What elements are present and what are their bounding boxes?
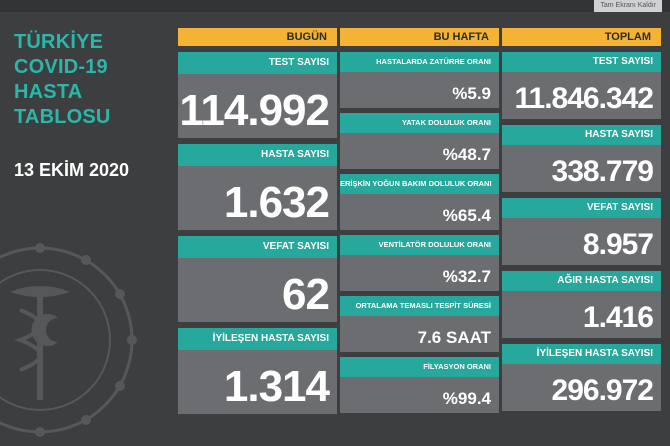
card-label: HASTA SAYISI <box>502 125 661 145</box>
card-value: 7.6 SAAT <box>417 328 491 347</box>
card-label: HASTALARDA ZATÜRRE ORANI <box>340 52 499 72</box>
header-week: BU HAFTA <box>340 28 499 46</box>
card-value: 1.314 <box>223 362 330 411</box>
total-case-card: HASTA SAYISI 338.779 <box>502 125 661 192</box>
card-value: %99.4 <box>442 389 491 408</box>
card-value: 114.992 <box>179 86 330 135</box>
report-date: 13 EKİM 2020 <box>14 160 130 180</box>
today-case-card: HASTA SAYISI 1.632 <box>178 144 337 230</box>
week-icu-occupancy-card: ERİŞKİN YOĞUN BAKIM DOLULUK ORANI %65.4 <box>340 174 499 230</box>
card-label: YATAK DOLULUK ORANI <box>340 113 499 133</box>
card-label: İYİLEŞEN HASTA SAYISI <box>178 328 337 350</box>
card-value: %65.4 <box>442 206 491 225</box>
header-total: TOPLAM <box>502 28 661 46</box>
week-contact-time-card: ORTALAMA TEMASLI TESPİT SÜRESİ 7.6 SAAT <box>340 296 499 352</box>
card-label: TEST SAYISI <box>178 52 337 74</box>
card-label: ERİŞKİN YOĞUN BAKIM DOLULUK ORANI <box>340 174 499 194</box>
title-line-2: COVID-19 <box>14 56 108 78</box>
card-label: VEFAT SAYISI <box>178 236 337 258</box>
card-value: 8.957 <box>582 228 654 261</box>
week-filiation-card: FİLYASYON ORANI %99.4 <box>340 357 499 413</box>
card-value: 338.779 <box>551 155 654 188</box>
today-test-card: TEST SAYISI 114.992 <box>178 52 337 138</box>
today-recovered-card: İYİLEŞEN HASTA SAYISI 1.314 <box>178 328 337 414</box>
card-label: VEFAT SAYISI <box>502 198 661 218</box>
card-label: ORTALAMA TEMASLI TESPİT SÜRESİ <box>340 296 499 316</box>
card-label: İYİLEŞEN HASTA SAYISI <box>502 344 661 364</box>
card-value: 62 <box>282 270 330 319</box>
card-label: VENTİLATÖR DOLULUK ORANI <box>340 235 499 255</box>
card-label: AĞIR HASTA SAYISI <box>502 271 661 291</box>
top-bar: Tam Ekranı Kaldır <box>0 0 670 12</box>
title-line-4: TABLOSU <box>14 106 111 128</box>
card-label: TEST SAYISI <box>502 52 661 72</box>
card-value: %32.7 <box>442 267 491 286</box>
total-test-card: TEST SAYISI 11.846.342 <box>502 52 661 119</box>
today-death-card: VEFAT SAYISI 62 <box>178 236 337 322</box>
total-severe-card: AĞIR HASTA SAYISI 1.416 <box>502 271 661 338</box>
fullscreen-toggle-link[interactable]: Tam Ekranı Kaldır <box>594 0 662 12</box>
card-label: FİLYASYON ORANI <box>340 357 499 377</box>
total-death-card: VEFAT SAYISI 8.957 <box>502 198 661 265</box>
title-line-3: HASTA <box>14 81 83 103</box>
header-today: BUGÜN <box>178 28 337 46</box>
card-value: 296.972 <box>551 374 654 407</box>
week-ventilator-card: VENTİLATÖR DOLULUK ORANI %32.7 <box>340 235 499 291</box>
week-pneumonia-card: HASTALARDA ZATÜRRE ORANI %5.9 <box>340 52 499 108</box>
card-value: %48.7 <box>442 145 491 164</box>
card-value: 1.632 <box>223 178 330 227</box>
week-bed-occupancy-card: YATAK DOLULUK ORANI %48.7 <box>340 113 499 169</box>
card-value: %5.9 <box>452 84 491 103</box>
total-recovered-card: İYİLEŞEN HASTA SAYISI 296.972 <box>502 344 661 411</box>
card-value: 1.416 <box>582 301 654 334</box>
card-label: HASTA SAYISI <box>178 144 337 166</box>
ministry-emblem-icon <box>0 243 137 437</box>
title-line-1: TÜRKİYE <box>14 31 104 53</box>
card-value: 11.846.342 <box>514 82 654 115</box>
page-title: TÜRKİYE COVID-19 HASTA TABLOSU <box>14 30 154 130</box>
